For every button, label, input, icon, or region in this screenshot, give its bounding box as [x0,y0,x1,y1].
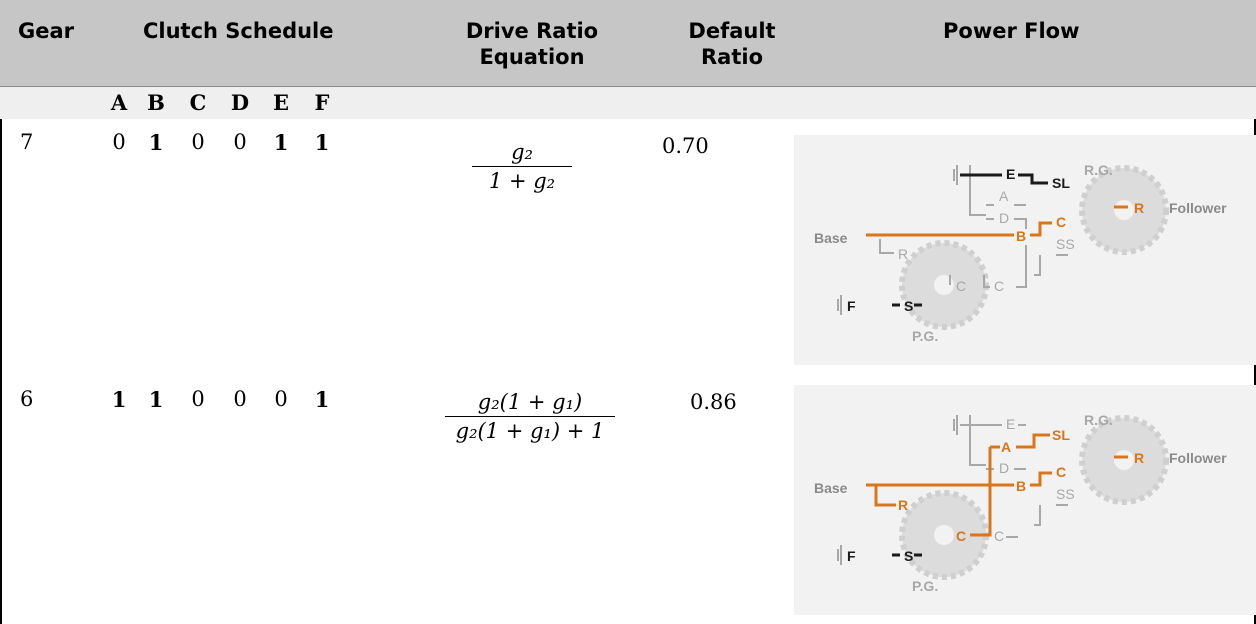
equation-denominator: 1 + g₂ [488,169,556,193]
label-r-planet: R [898,497,908,513]
ground-symbols [837,415,958,565]
clutch-c-value: 0 [191,130,205,154]
clutch-f-value: 1 [314,130,330,155]
header-power-flow: Power Flow [943,19,1080,43]
fraction-bar [472,166,572,167]
engaged-path [892,173,1048,307]
label-c-ring: C [1056,214,1066,230]
planet-gear [899,240,989,330]
label-c-clutch: C [994,278,1004,294]
label-a: A [1001,439,1011,455]
fraction-bar [445,416,615,417]
clutch-letter-row [0,87,1256,119]
label-base: Base [814,480,848,496]
label-c-clutch: C [994,528,1004,544]
gear-value: 7 [20,130,34,154]
label-d: D [999,460,1009,476]
label-rg: R.G. [1084,412,1113,428]
clutch-letter-e: E [272,90,289,115]
label-e: E [1006,166,1015,182]
header-drive-ratio-line1: Drive Ratio [465,19,599,43]
label-f: F [847,298,856,314]
label-rg: R.G. [1084,162,1113,178]
label-follower: Follower [1169,200,1227,216]
label-b: B [1016,478,1026,494]
label-sl: SL [1052,175,1070,191]
default-ratio-value: 0.70 [662,134,709,158]
power-flow-diagram-gear-7: Base Follower R R.G. E SL A D B C SS R C… [794,135,1256,365]
clutch-letter-f: F [314,90,330,115]
label-sl: SL [1052,427,1070,443]
equation-numerator: g₂ [511,140,533,164]
label-r-planet: R [898,246,908,262]
clutch-d-value: 0 [233,130,247,154]
header-gear: Gear [18,19,75,43]
table-header: Gear Clutch Schedule Drive Ratio Equatio… [0,0,1256,87]
label-b: B [1016,228,1026,244]
clutch-letter-c: C [189,90,207,115]
header-default-ratio-line2: Ratio [700,45,763,69]
ring-gear [1079,165,1169,255]
drive-ratio-equation: g₂(1 + g₁) g₂(1 + g₁) + 1 [445,390,615,443]
header-default-ratio: Default Ratio [672,18,792,70]
ring-gear [1079,415,1169,505]
clutch-e-value: 0 [274,387,288,411]
clutch-a-value: 1 [111,387,127,412]
inactive-paths [960,415,1068,538]
drive-ratio-equation: g₂ 1 + g₂ [472,140,572,193]
equation-numerator: g₂(1 + g₁) [477,390,583,414]
power-flow-diagram-gear-6: Base Follower R R.G. E SL A D B C SS R C… [794,385,1256,615]
header-default-ratio-line1: Default [688,19,776,43]
inactive-paths [879,165,1068,288]
label-d: D [999,210,1009,226]
clutch-letter-b: B [147,90,165,115]
label-pg: P.G. [912,578,938,594]
clutch-f-value: 1 [314,387,330,412]
label-r-ring: R [1134,200,1144,216]
label-base: Base [814,230,848,246]
label-c-planet: C [956,278,966,294]
label-c-ring: C [1056,464,1066,480]
equation-denominator: g₂(1 + g₁) + 1 [455,419,605,443]
active-path [866,433,1128,537]
active-path [866,205,1128,237]
clutch-e-value: 1 [273,130,289,155]
label-a: A [999,188,1009,204]
label-s: S [904,548,913,564]
label-ss: SS [1056,486,1075,502]
header-clutch-schedule: Clutch Schedule [143,19,334,43]
clutch-letter-d: D [230,90,250,115]
label-c-planet: C [956,528,966,544]
label-r-ring: R [1134,450,1144,466]
header-drive-ratio-line2: Equation [479,45,585,69]
ground-symbols [837,165,958,315]
label-s: S [904,298,913,314]
gear-value: 6 [20,387,34,411]
header-drive-ratio: Drive Ratio Equation [452,18,612,70]
clutch-b-value: 1 [148,387,164,412]
clutch-c-value: 0 [191,387,205,411]
label-pg: P.G. [912,328,938,344]
label-ss: SS [1056,236,1075,252]
clutch-letter-a: A [110,90,128,115]
label-f: F [847,548,856,564]
clutch-a-value: 0 [112,130,126,154]
clutch-d-value: 0 [233,387,247,411]
label-e: E [1006,416,1015,432]
clutch-b-value: 1 [148,130,164,155]
default-ratio-value: 0.86 [690,390,737,414]
label-follower: Follower [1169,450,1227,466]
